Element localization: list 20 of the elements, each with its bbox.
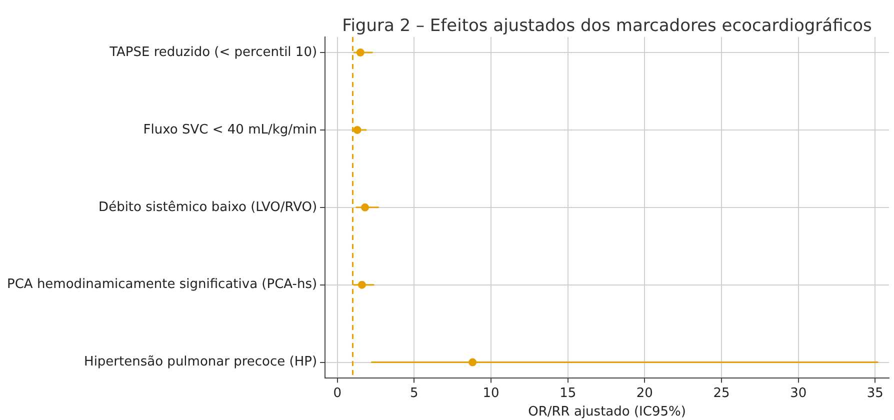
y-tick-label: PCA hemodinamicamente significativa (PCA-hs) [7,277,318,292]
x-tick-label: 5 [410,386,418,401]
x-tick-label: 35 [866,386,884,401]
point [356,48,364,56]
y-tick-label: Débito sistêmico baixo (LVO/RVO) [98,200,318,215]
x-axis-title: OR/RR ajustado (IC95%) [528,404,686,420]
point [353,126,362,134]
x-tick-label: 15 [560,386,576,401]
y-tick-label: TAPSE reduzido (< percentil 10) [108,44,318,60]
chart-title: Figura 2 – Efeitos ajustados dos marcadores ecocardiográficos [342,16,872,36]
point [361,203,369,212]
point [468,358,477,366]
x-tick-label: 25 [713,386,730,401]
y-tick-label: Fluxo SVC < 40 mL/kg/min [143,122,318,138]
x-tick-label: 20 [636,386,653,401]
point [358,280,366,289]
x-tick-label: 0 [333,386,342,401]
x-tick-label: 30 [790,386,807,401]
x-tick-label: 10 [482,386,500,401]
y-tick-label: Hipertensão pulmonar precoce (HP) [84,354,318,370]
